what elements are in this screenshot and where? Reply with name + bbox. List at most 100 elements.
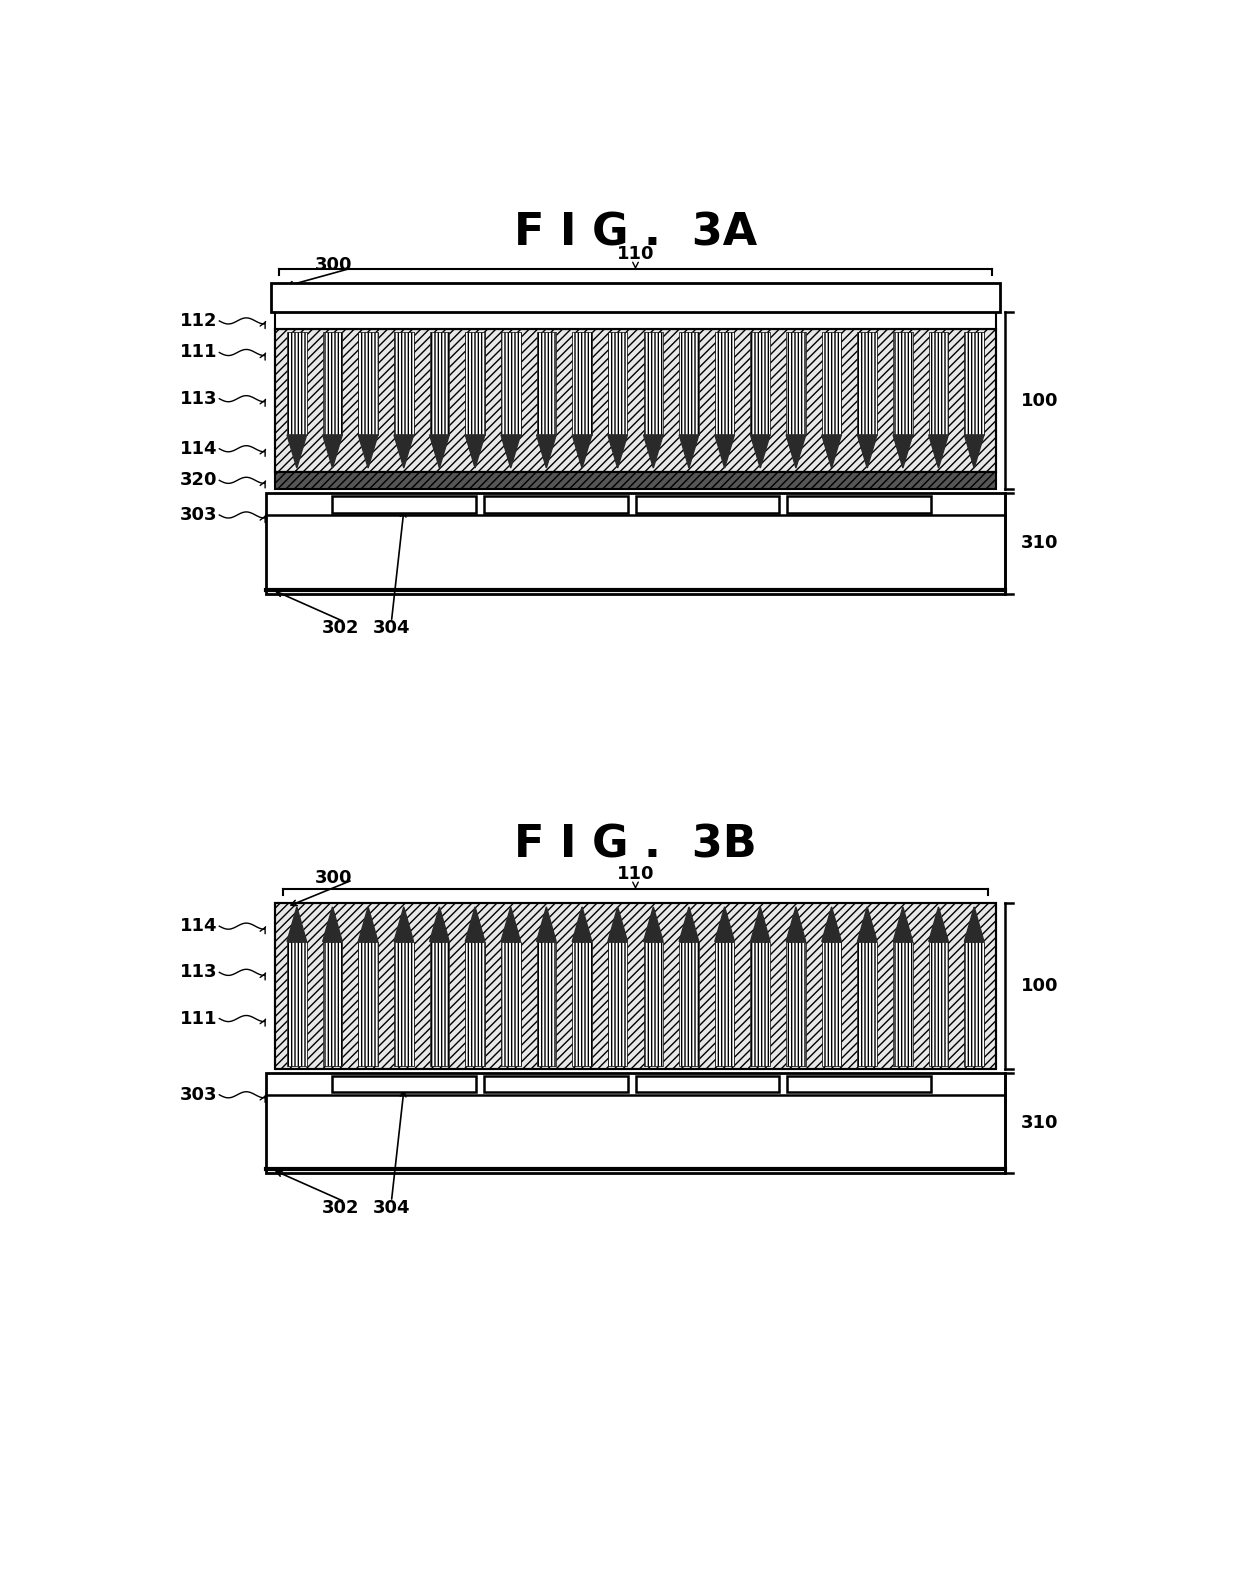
Polygon shape [322, 906, 342, 941]
Text: 110: 110 [616, 865, 655, 882]
Text: 112: 112 [180, 312, 217, 331]
Bar [322, 332, 342, 436]
Polygon shape [608, 436, 627, 467]
Bar [608, 332, 627, 436]
Polygon shape [465, 436, 485, 467]
Polygon shape [286, 436, 306, 467]
Text: 300: 300 [315, 868, 352, 887]
Bar [644, 941, 663, 1067]
Polygon shape [394, 906, 414, 941]
Bar [322, 941, 342, 1067]
Bar [572, 332, 591, 436]
Bar [332, 1075, 476, 1092]
Bar [501, 941, 521, 1067]
Polygon shape [537, 436, 557, 467]
Text: 303: 303 [180, 506, 217, 525]
Polygon shape [358, 906, 378, 941]
Bar [275, 903, 996, 1068]
Text: 113: 113 [180, 964, 217, 981]
Text: 310: 310 [1021, 1115, 1058, 1132]
Bar [680, 332, 699, 436]
Bar [608, 941, 627, 1067]
Bar [644, 332, 663, 436]
Bar [358, 332, 378, 436]
Polygon shape [822, 436, 842, 467]
Bar [286, 941, 306, 1067]
Polygon shape [572, 436, 591, 467]
Bar [332, 496, 476, 512]
Bar [635, 1075, 779, 1092]
Polygon shape [465, 906, 485, 941]
Bar [265, 1073, 1006, 1173]
Bar [787, 1075, 931, 1092]
Polygon shape [965, 906, 985, 941]
Bar [714, 941, 734, 1067]
Bar [893, 332, 913, 436]
Bar [929, 941, 949, 1067]
Polygon shape [608, 906, 627, 941]
Bar [429, 941, 449, 1067]
Polygon shape [893, 436, 913, 467]
Bar [429, 332, 449, 436]
Polygon shape [929, 906, 949, 941]
Text: F I G .  3B: F I G . 3B [515, 824, 756, 867]
Polygon shape [965, 436, 985, 467]
Text: 300: 300 [315, 256, 352, 275]
Text: 114: 114 [180, 917, 217, 935]
Polygon shape [714, 436, 734, 467]
Polygon shape [822, 906, 842, 941]
Polygon shape [394, 436, 414, 467]
Polygon shape [644, 436, 663, 467]
Polygon shape [786, 906, 806, 941]
Bar [893, 941, 913, 1067]
Bar [965, 332, 985, 436]
Polygon shape [680, 436, 699, 467]
Bar [275, 329, 996, 472]
Bar [394, 332, 414, 436]
Text: 113: 113 [180, 390, 217, 407]
Text: 111: 111 [180, 343, 217, 361]
Bar [275, 329, 996, 472]
Bar [275, 472, 996, 488]
Bar [275, 903, 996, 1068]
Bar [680, 941, 699, 1067]
Polygon shape [429, 906, 449, 941]
Text: 320: 320 [180, 471, 217, 490]
Polygon shape [322, 436, 342, 467]
Bar [465, 941, 485, 1067]
Text: 303: 303 [180, 1086, 217, 1103]
Bar [501, 332, 521, 436]
Polygon shape [501, 906, 521, 941]
Polygon shape [644, 906, 663, 941]
Bar [484, 496, 627, 512]
Text: 111: 111 [180, 1010, 217, 1027]
Polygon shape [929, 436, 949, 467]
Bar [484, 1075, 627, 1092]
Polygon shape [714, 906, 734, 941]
Bar [822, 941, 842, 1067]
Bar [358, 941, 378, 1067]
Bar [272, 283, 999, 313]
Bar [265, 493, 1006, 593]
Polygon shape [501, 436, 521, 467]
Polygon shape [680, 906, 699, 941]
Text: 110: 110 [616, 245, 655, 264]
Polygon shape [786, 436, 806, 467]
Text: 302: 302 [322, 1199, 360, 1216]
Bar [786, 941, 806, 1067]
Bar [465, 332, 485, 436]
Polygon shape [358, 436, 378, 467]
Bar [786, 332, 806, 436]
Bar [286, 332, 306, 436]
Bar [635, 496, 779, 512]
Polygon shape [286, 906, 306, 941]
Bar [572, 941, 591, 1067]
Polygon shape [537, 906, 557, 941]
Polygon shape [893, 906, 913, 941]
Bar [537, 332, 557, 436]
Bar [857, 332, 877, 436]
Text: 302: 302 [322, 619, 360, 638]
Text: 100: 100 [1021, 976, 1058, 995]
Polygon shape [572, 906, 591, 941]
Polygon shape [857, 906, 877, 941]
